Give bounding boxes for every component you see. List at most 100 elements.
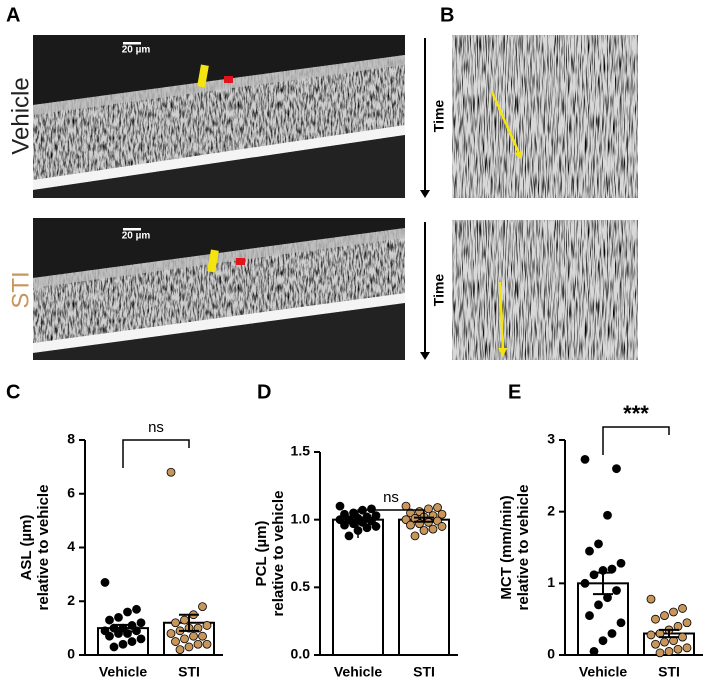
significance-bracket <box>357 509 425 538</box>
x-tick-label: STI <box>413 664 435 680</box>
data-point <box>433 503 442 512</box>
data-point <box>660 637 669 647</box>
data-point <box>136 618 146 628</box>
data-point <box>136 634 146 644</box>
row-label: STI <box>7 271 34 308</box>
data-point <box>175 645 185 655</box>
time-label: Time <box>431 274 447 307</box>
x-tick-label: Vehicle <box>579 664 627 680</box>
scale-bar-label: 20 µm <box>122 231 151 242</box>
data-point <box>664 647 674 656</box>
x-tick-label: Vehicle <box>334 664 382 680</box>
panel-label: E <box>508 381 521 403</box>
y-tick-label: 2 <box>67 592 75 608</box>
data-point <box>616 618 626 628</box>
x-tick-label: STI <box>178 664 200 680</box>
data-point <box>682 643 692 653</box>
data-point <box>673 644 683 654</box>
y-tick-label: 0.0 <box>291 646 311 662</box>
data-point <box>105 631 114 641</box>
data-point <box>180 634 189 644</box>
data-point <box>589 647 599 656</box>
data-point <box>105 615 114 625</box>
bar <box>332 518 384 657</box>
data-point <box>171 618 180 628</box>
data-point <box>612 586 621 595</box>
data-point <box>118 639 128 649</box>
error-bar <box>113 623 133 633</box>
data-point <box>189 631 198 641</box>
data-point <box>109 642 119 652</box>
data-point <box>580 578 590 588</box>
data-point <box>344 531 354 541</box>
data-point <box>682 618 692 628</box>
data-point <box>669 607 678 617</box>
data-point <box>655 648 665 658</box>
y-axis-label: MCT (mm/min) <box>498 495 515 599</box>
data-point <box>371 522 381 531</box>
data-point <box>367 504 376 514</box>
significance-bracket <box>122 439 190 468</box>
data-point <box>428 524 438 534</box>
data-point <box>646 630 656 640</box>
data-point <box>419 526 429 535</box>
y-tick-label: 0.5 <box>291 578 311 594</box>
data-point <box>202 621 212 630</box>
data-point <box>424 504 433 514</box>
data-point <box>132 604 141 614</box>
data-point <box>651 614 660 624</box>
data-point <box>123 607 132 617</box>
bar <box>398 518 450 657</box>
data-point <box>437 522 447 531</box>
data-point <box>114 612 123 622</box>
error-bar <box>659 628 679 639</box>
data-point <box>127 637 137 646</box>
y-axis-label: relative to vehicle <box>515 485 532 611</box>
data-point <box>598 636 608 646</box>
y-tick-label: 0 <box>547 646 555 662</box>
data-point <box>166 467 176 477</box>
row-label: Vehicle <box>7 77 34 154</box>
image-vehicle <box>33 35 405 198</box>
data-point <box>607 629 617 638</box>
panel-label: C <box>6 381 20 403</box>
y-tick-label: 6 <box>67 484 75 500</box>
y-tick-label: 1.0 <box>291 510 311 526</box>
data-point <box>585 611 594 620</box>
kymograph-vehicle <box>452 35 638 198</box>
data-point <box>132 626 141 636</box>
y-axis-label: relative to vehicle <box>270 491 287 617</box>
data-point <box>202 639 212 649</box>
panel-label: D <box>257 381 271 403</box>
data-point <box>678 632 687 642</box>
data-point <box>100 578 110 587</box>
data-point <box>198 631 207 641</box>
data-point <box>603 510 612 520</box>
significance-label: ns <box>148 419 164 436</box>
significance-bracket <box>602 426 670 455</box>
y-axis-label: ASL (µm) <box>18 515 35 581</box>
x-tick-label: STI <box>658 664 680 680</box>
data-point <box>585 546 594 556</box>
data-point <box>406 520 415 530</box>
time-label: Time <box>431 100 447 133</box>
image-sti <box>33 218 405 360</box>
y-tick-label: 1.5 <box>291 443 311 459</box>
error-bar <box>593 571 613 596</box>
kymograph-sti <box>452 220 638 360</box>
data-point <box>651 639 660 649</box>
panel-label: B <box>440 4 454 26</box>
data-point <box>198 602 207 612</box>
data-point <box>580 454 590 464</box>
y-tick-label: 0 <box>67 646 75 662</box>
data-point <box>594 539 603 549</box>
scale-bar-label: 20 µm <box>122 45 151 56</box>
data-point <box>660 611 669 620</box>
y-tick-label: 1 <box>547 574 555 590</box>
data-point <box>166 629 176 638</box>
significance-label: ns <box>383 489 399 506</box>
time-arrow-head <box>420 352 430 360</box>
x-tick-label: Vehicle <box>99 664 147 680</box>
y-axis-label: PCL (µm) <box>253 521 270 587</box>
data-point <box>410 531 420 541</box>
